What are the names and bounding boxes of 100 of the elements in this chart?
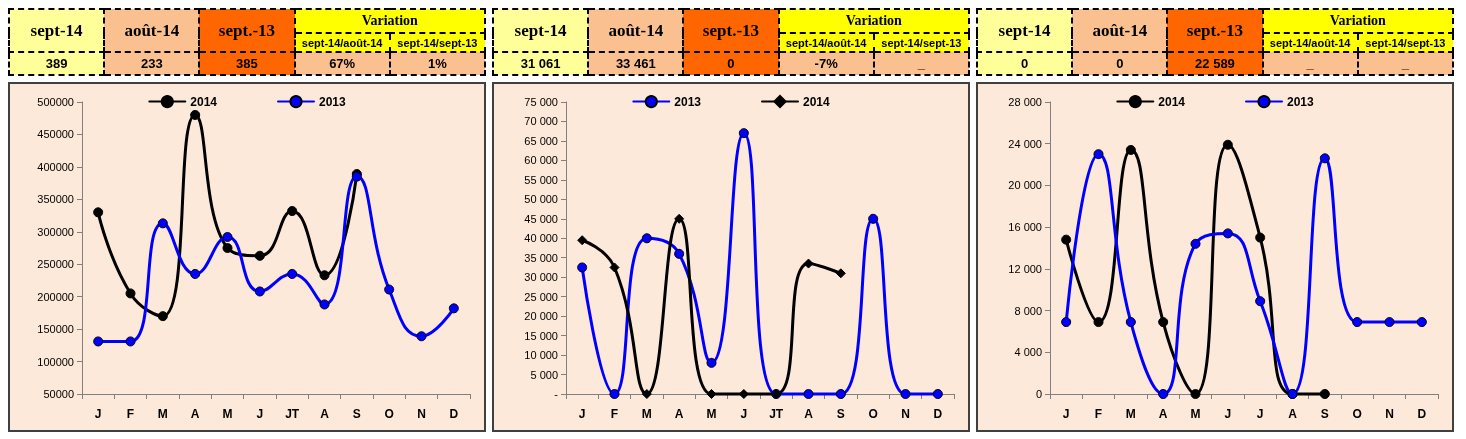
- y-tick-label: 70 000: [524, 115, 558, 128]
- y-tick-label: 20 000: [524, 310, 558, 323]
- x-tick-label: A: [804, 407, 814, 421]
- category-label: sept-14: [977, 9, 1073, 53]
- y-tick-label: 300000: [37, 225, 74, 238]
- x-tick-label: N: [901, 407, 910, 421]
- x-tick-label: O: [868, 407, 878, 421]
- category-label: sept-14/août-14: [778, 33, 874, 53]
- x-tick-label: JT: [769, 407, 784, 421]
- y-tick-label: 0: [1035, 388, 1042, 400]
- y-tick-label: 450000: [37, 128, 74, 141]
- x-tick-label: O: [1352, 407, 1362, 421]
- x-tick-label: F: [126, 407, 135, 421]
- x-tick-label: D: [933, 407, 943, 421]
- legend-label: 2013: [319, 94, 347, 109]
- text: _: [1401, 56, 1409, 72]
- category-label: sept.-13: [1167, 9, 1263, 53]
- x-tick-label: M: [706, 407, 717, 421]
- x-tick-label: J: [1224, 407, 1232, 421]
- category-label: sept-14/sept-13: [1357, 33, 1453, 53]
- y-tick-label: 24 000: [1008, 137, 1042, 150]
- text: 67%: [329, 56, 356, 72]
- y-tick-label: 75 000: [524, 96, 558, 108]
- x-tick-label: S: [836, 407, 845, 421]
- text: _: [1306, 56, 1314, 72]
- text: 1%: [427, 56, 447, 72]
- legend-label: 2014: [803, 94, 831, 109]
- x-tick-label: D: [449, 407, 459, 421]
- y-tick-label: 200000: [37, 290, 74, 303]
- category-label: sept.-13: [683, 9, 779, 53]
- y-tick-label: 16 000: [1008, 221, 1042, 234]
- x-tick-label: J: [94, 407, 102, 421]
- x-tick-label: F: [1094, 407, 1103, 421]
- y-tick-label: 150000: [37, 323, 74, 336]
- x-tick-label: A: [674, 407, 684, 421]
- y-tick-label: 250000: [37, 258, 74, 271]
- legend-label: 2013: [674, 94, 702, 109]
- y-tick-label: 4 000: [1014, 346, 1042, 359]
- y-tick-label: 500000: [37, 96, 74, 108]
- y-tick-label: 25 000: [524, 290, 558, 303]
- x-tick-label: O: [384, 407, 394, 421]
- x-tick-label: A: [1158, 407, 1168, 421]
- y-tick-label: 50 000: [524, 193, 558, 206]
- y-tick-label: 40 000: [524, 232, 558, 245]
- y-tick-label: 20 000: [1008, 179, 1042, 192]
- x-tick-label: M: [1190, 407, 1201, 421]
- y-tick-label: 100000: [37, 355, 74, 368]
- x-tick-label: J: [1256, 407, 1264, 421]
- y-tick-label: 55 000: [524, 173, 558, 186]
- y-tick-label: 15 000: [524, 329, 558, 342]
- y-tick-label: 28 000: [1008, 96, 1042, 108]
- text: -7%: [814, 56, 838, 72]
- y-tick-label: 45 000: [524, 212, 558, 225]
- text: Variation: [778, 9, 969, 34]
- text: 389: [45, 56, 68, 72]
- text: Variation: [1262, 9, 1453, 34]
- x-tick-label: M: [641, 407, 652, 421]
- y-tick-label: 400000: [37, 160, 74, 173]
- x-tick-label: M: [157, 407, 168, 421]
- category-label: sept-14/sept-13: [873, 33, 969, 53]
- text: Variation: [294, 9, 485, 34]
- category-label: sept-14/sept-13: [389, 33, 485, 53]
- category-label: sept-14/août-14: [1262, 33, 1358, 53]
- x-tick-label: J: [740, 407, 748, 421]
- text: 0: [727, 56, 735, 72]
- y-tick-label: 60 000: [524, 154, 558, 167]
- x-tick-label: N: [417, 407, 426, 421]
- category-label: sept-14: [9, 9, 105, 53]
- x-tick-label: S: [352, 407, 361, 421]
- text: 233: [140, 56, 163, 72]
- text: 0: [1116, 56, 1124, 72]
- y-tick-label: 65 000: [524, 134, 558, 147]
- x-tick-label: N: [1385, 407, 1394, 421]
- category-label: août-14: [1072, 9, 1168, 53]
- legend-label: 2014: [1158, 94, 1186, 109]
- y-tick-label: 8 000: [1014, 304, 1042, 317]
- legend-label: 2014: [190, 94, 218, 109]
- y-tick-label: -: [554, 388, 559, 400]
- y-tick-label: 5 000: [530, 368, 558, 381]
- text: 22 589: [1195, 56, 1235, 72]
- category-label: sept-14: [493, 9, 589, 53]
- x-tick-label: M: [222, 407, 233, 421]
- x-tick-label: D: [1417, 407, 1427, 421]
- y-tick-label: 30 000: [524, 271, 558, 284]
- y-tick-label: 350000: [37, 193, 74, 206]
- y-tick-label: 12 000: [1008, 262, 1042, 275]
- text: 385: [236, 56, 258, 72]
- y-tick-label: 35 000: [524, 251, 558, 264]
- x-tick-label: JT: [285, 407, 300, 421]
- x-tick-label: A: [320, 407, 330, 421]
- x-tick-label: S: [1320, 407, 1329, 421]
- legend-label: 2013: [1287, 94, 1315, 109]
- category-label: août-14: [104, 9, 200, 53]
- x-tick-label: J: [256, 407, 264, 421]
- category-label: sept.-13: [199, 9, 295, 53]
- y-tick-label: 10 000: [524, 349, 558, 362]
- x-tick-label: J: [578, 407, 586, 421]
- category-label: août-14: [588, 9, 684, 53]
- x-tick-label: A: [1288, 407, 1298, 421]
- x-tick-label: J: [1062, 407, 1070, 421]
